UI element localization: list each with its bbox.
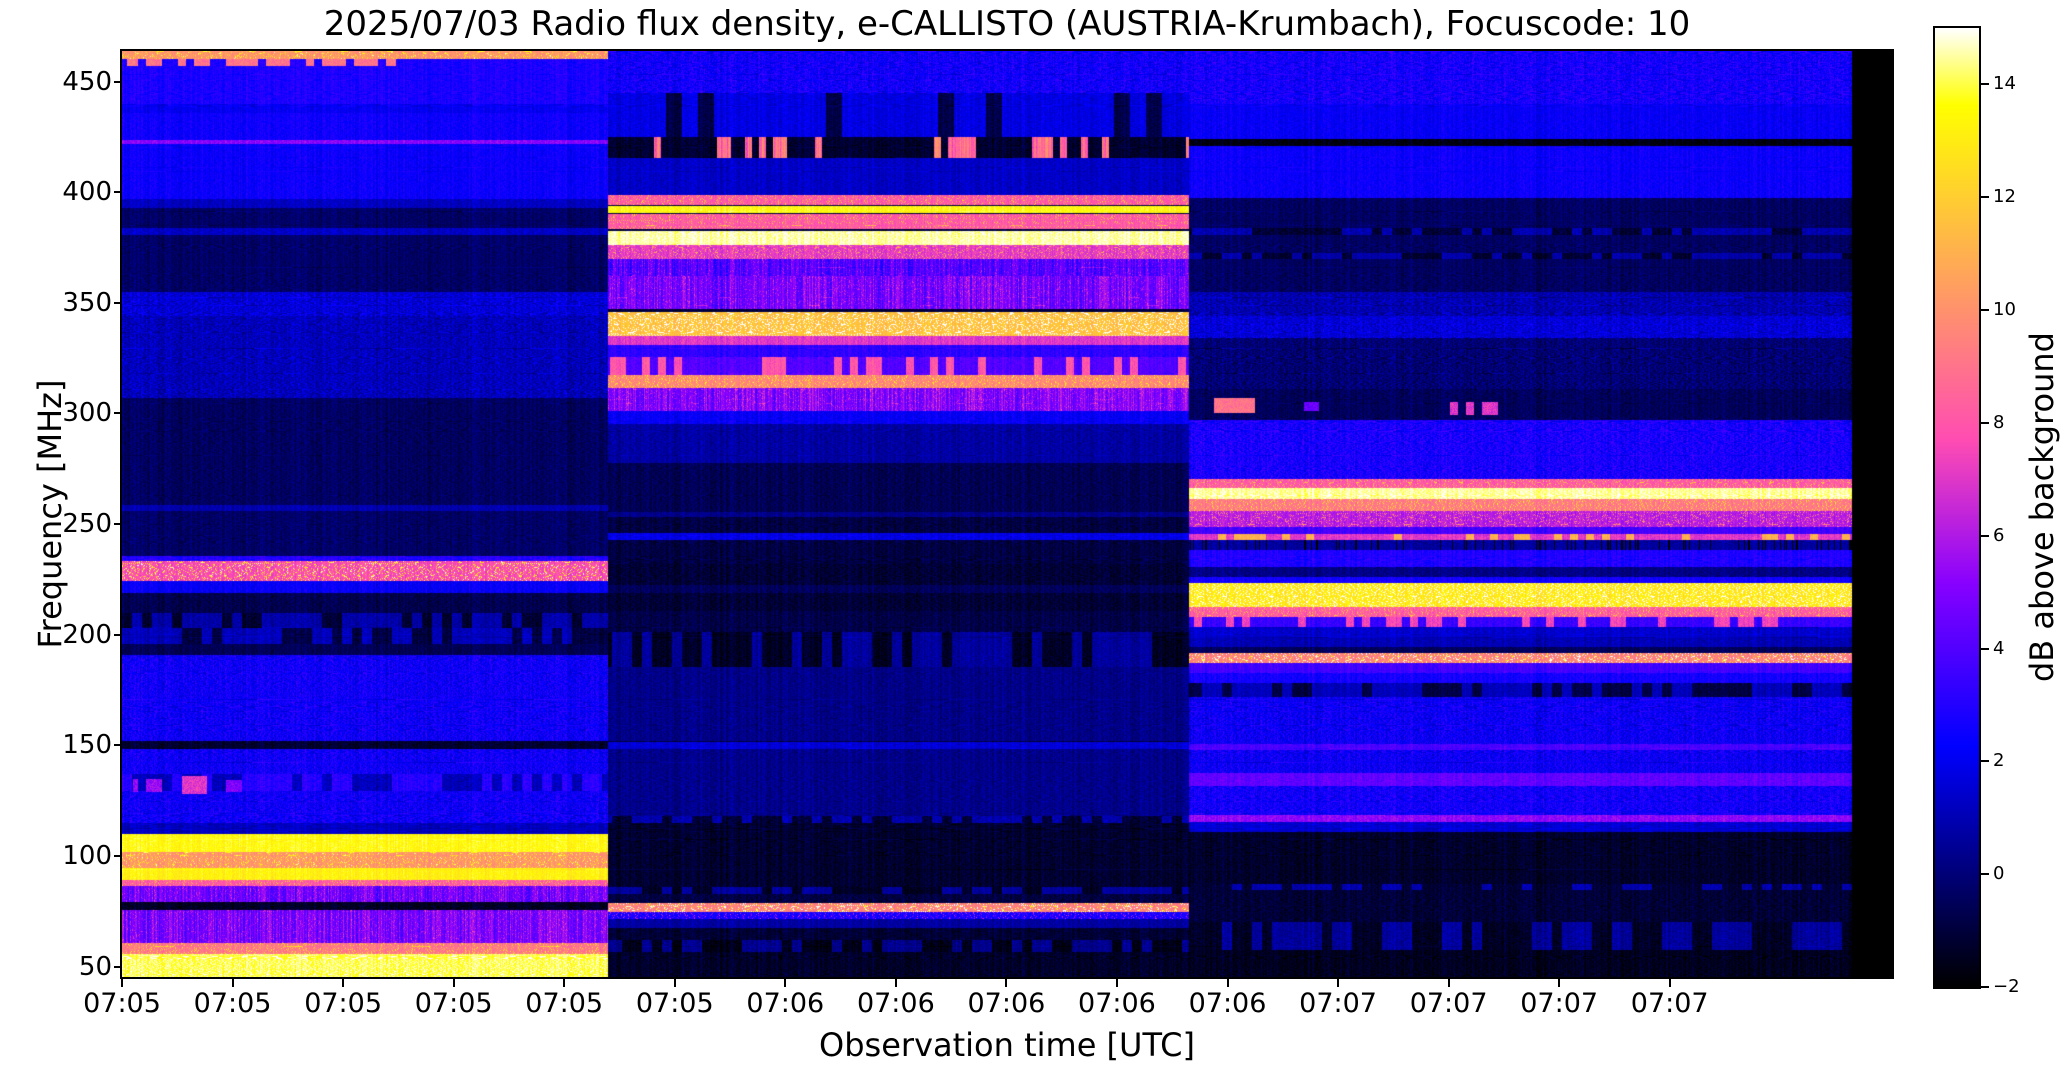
colorbar-tick-mark [1981,986,1989,988]
colorbar-label: dB above background [2023,332,2061,682]
chart-title: 2025/07/03 Radio flux density, e-CALLIST… [323,4,1691,44]
x-tick-mark [1447,979,1450,987]
x-tick-mark [563,979,566,987]
y-tick-mark [114,191,122,194]
y-tick-label: 200 [62,619,112,650]
y-tick-label: 450 [62,66,112,97]
x-tick-label: 07:06 [746,988,825,1019]
colorbar-tick-mark [1981,83,1989,86]
y-tick-mark [114,854,122,857]
colorbar-tick-mark [1981,421,1989,424]
x-tick-mark [1226,979,1229,987]
x-tick-label: 07:06 [856,988,935,1019]
x-tick-label: 07:05 [635,988,714,1019]
colorbar-tick-label: −2 [1993,976,2020,997]
x-tick-mark [231,979,234,987]
y-tick-label: 250 [62,509,112,540]
colorbar-tick-label: 6 [1993,524,2005,546]
y-tick-mark [114,301,122,304]
x-tick-mark [1115,979,1118,987]
colorbar [1933,26,1981,989]
x-tick-label: 07:05 [193,988,272,1019]
y-tick-mark [114,965,122,968]
x-tick-label: 07:06 [967,988,1046,1019]
y-tick-label: 150 [62,730,112,761]
colorbar-tick-label: 4 [1993,637,2005,659]
x-tick-mark [342,979,345,987]
y-axis-label: Frequency [MHz] [31,379,69,649]
x-tick-mark [673,979,676,987]
x-tick-label: 07:05 [414,988,493,1019]
y-tick-mark [114,523,122,526]
y-tick-label: 400 [62,177,112,208]
y-tick-mark [114,633,122,636]
colorbar-tick-label: 2 [1993,750,2005,772]
colorbar-tick-label: 14 [1993,73,2016,95]
y-tick-label: 300 [62,398,112,429]
x-tick-mark [894,979,897,987]
x-axis-label: Observation time [UTC] [819,1026,1195,1064]
colorbar-tick-mark [1981,534,1989,537]
colorbar-tick-label: 12 [1993,186,2016,208]
colorbar-tick-mark [1981,309,1989,312]
x-tick-mark [1558,979,1561,987]
y-tick-mark [114,744,122,747]
colorbar-tick-mark [1981,760,1989,763]
y-tick-label: 100 [62,840,112,871]
y-tick-label: 50 [78,951,112,982]
colorbar-gradient [1935,28,1979,987]
spectrogram-canvas [122,51,1892,977]
x-tick-mark [784,979,787,987]
x-tick-mark [1337,979,1340,987]
y-tick-label: 350 [62,287,112,318]
y-tick-mark [114,412,122,415]
x-tick-label: 07:07 [1520,988,1599,1019]
x-tick-label: 07:06 [1188,988,1267,1019]
x-tick-mark [121,979,123,987]
x-tick-mark [452,979,455,987]
colorbar-tick-label: 10 [1993,299,2016,321]
colorbar-tick-label: 0 [1993,863,2005,885]
y-tick-mark [114,80,122,83]
x-tick-label: 07:06 [1078,988,1156,1019]
x-tick-label: 07:07 [1299,988,1377,1019]
x-tick-label: 07:07 [1630,988,1709,1019]
x-tick-label: 07:05 [525,988,604,1019]
colorbar-tick-label: 8 [1993,411,2005,433]
x-tick-mark [1668,979,1671,987]
colorbar-tick-mark [1981,196,1989,199]
colorbar-tick-mark [1981,647,1989,650]
x-tick-label: 07:05 [304,988,382,1019]
x-tick-label: 07:07 [1409,988,1488,1019]
plot-area [120,49,1894,979]
x-tick-mark [1005,979,1008,987]
colorbar-tick-mark [1981,873,1989,876]
x-tick-label: 07:05 [83,988,161,1019]
